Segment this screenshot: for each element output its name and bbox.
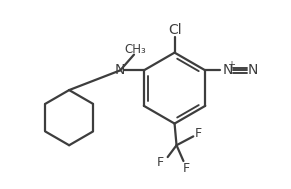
Text: F: F bbox=[183, 162, 190, 175]
Text: N: N bbox=[115, 63, 125, 77]
Text: Cl: Cl bbox=[168, 23, 181, 37]
Text: +: + bbox=[227, 60, 235, 70]
Text: F: F bbox=[195, 127, 202, 140]
Text: N: N bbox=[248, 63, 258, 77]
Text: CH₃: CH₃ bbox=[124, 43, 146, 56]
Text: N: N bbox=[223, 63, 233, 77]
Text: F: F bbox=[157, 156, 164, 170]
